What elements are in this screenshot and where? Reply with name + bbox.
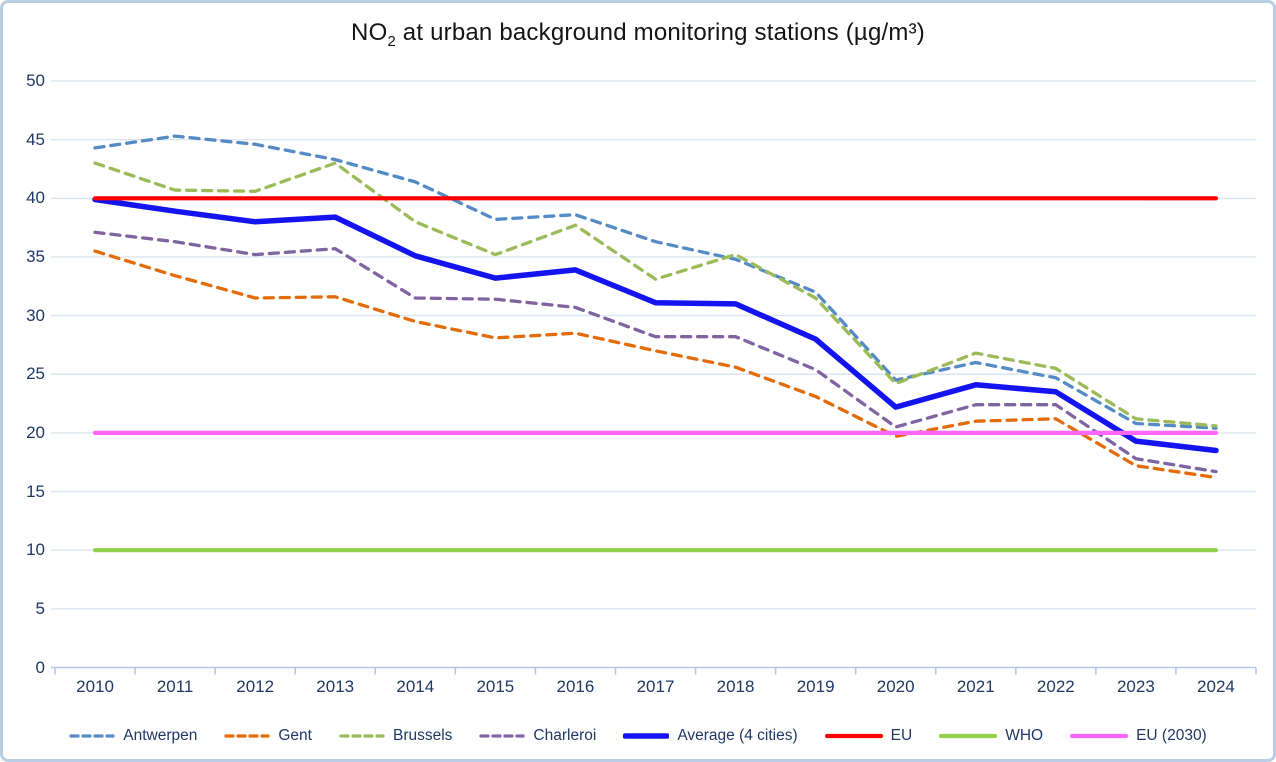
x-axis-label: 2019 [796,677,835,696]
chart-title-prefix: NO [351,19,388,46]
x-axis-label: 2014 [396,677,435,696]
series-line-brussels [93,161,1218,428]
x-axis-label: 2017 [636,677,675,696]
x-axis-label: 2015 [476,677,515,696]
y-axis-label: 30 [26,305,45,325]
legend-label: Gent [278,727,312,744]
legend-swatch-eu [824,733,883,739]
legend-item-eu-2030: EU (2030) [1070,727,1207,745]
legend-item-gent: Gent [224,727,312,745]
legend-swatch-average-4-cities [623,733,670,739]
chart-legend: Antwerpen Gent Brussels Charleroi Average (4… [3,721,1273,751]
y-axis-label: 45 [26,129,45,149]
legend-item-average-4-cities: Average (4 cities) [623,727,798,745]
y-axis-label: 35 [26,246,45,266]
legend-label: WHO [1005,727,1044,744]
series-line-average-4-cities [92,196,1219,454]
x-axis-label: 2016 [556,677,595,696]
x-axis-label: 2010 [76,677,114,696]
legend-label: EU [890,727,913,744]
y-axis-label: 50 [26,71,45,90]
legend-item-brussels: Brussels [339,727,452,745]
y-axis-label: 15 [26,481,45,501]
chart-title: NO2 at urban background monitoring stati… [3,19,1273,50]
legend-swatch-eu-2030 [1070,733,1129,739]
y-axis-label: 0 [35,657,45,677]
legend-swatch-brussels [339,734,385,738]
legend-item-who: WHO [939,727,1043,745]
legend-label: Charleroi [533,727,597,744]
legend-label: Brussels [392,727,453,744]
x-axis-label: 2021 [956,677,995,696]
legend-swatch-antwerpen [69,734,115,738]
y-axis-label: 25 [26,364,45,384]
x-axis-label: 2012 [236,677,275,696]
legend-swatch-who [939,733,998,739]
y-axis-label: 5 [35,598,45,618]
chart-title-subscript: 2 [387,33,396,50]
legend-label: Average (4 cities) [677,727,798,744]
x-axis-label: 2013 [316,677,355,696]
x-axis-label: 2018 [716,677,755,696]
x-axis-label: 2023 [1116,677,1155,696]
plot-area [51,80,1257,675]
y-axis-label: 40 [26,188,45,208]
series-line-charleroi [93,230,1218,474]
x-axis-label: 2020 [876,677,915,696]
x-axis-label: 2022 [1036,677,1075,696]
y-axis-label: 10 [26,540,45,560]
legend-swatch-gent [224,734,271,738]
series-line-antwerpen [93,134,1218,430]
legend-item-eu: EU [824,727,913,745]
legend-item-antwerpen: Antwerpen [69,727,197,745]
legend-swatch-charleroi [479,734,526,738]
y-axis-label: 20 [26,422,45,442]
x-axis-label: 2011 [156,677,194,696]
legend-label: Antwerpen [123,727,198,744]
chart-title-suffix: at urban background monitoring stations … [395,19,925,46]
series-line-gent [93,249,1218,480]
x-axis-label: 2024 [1197,677,1235,696]
legend-item-charleroi: Charleroi [479,727,596,745]
legend-label: EU (2030) [1136,727,1207,744]
